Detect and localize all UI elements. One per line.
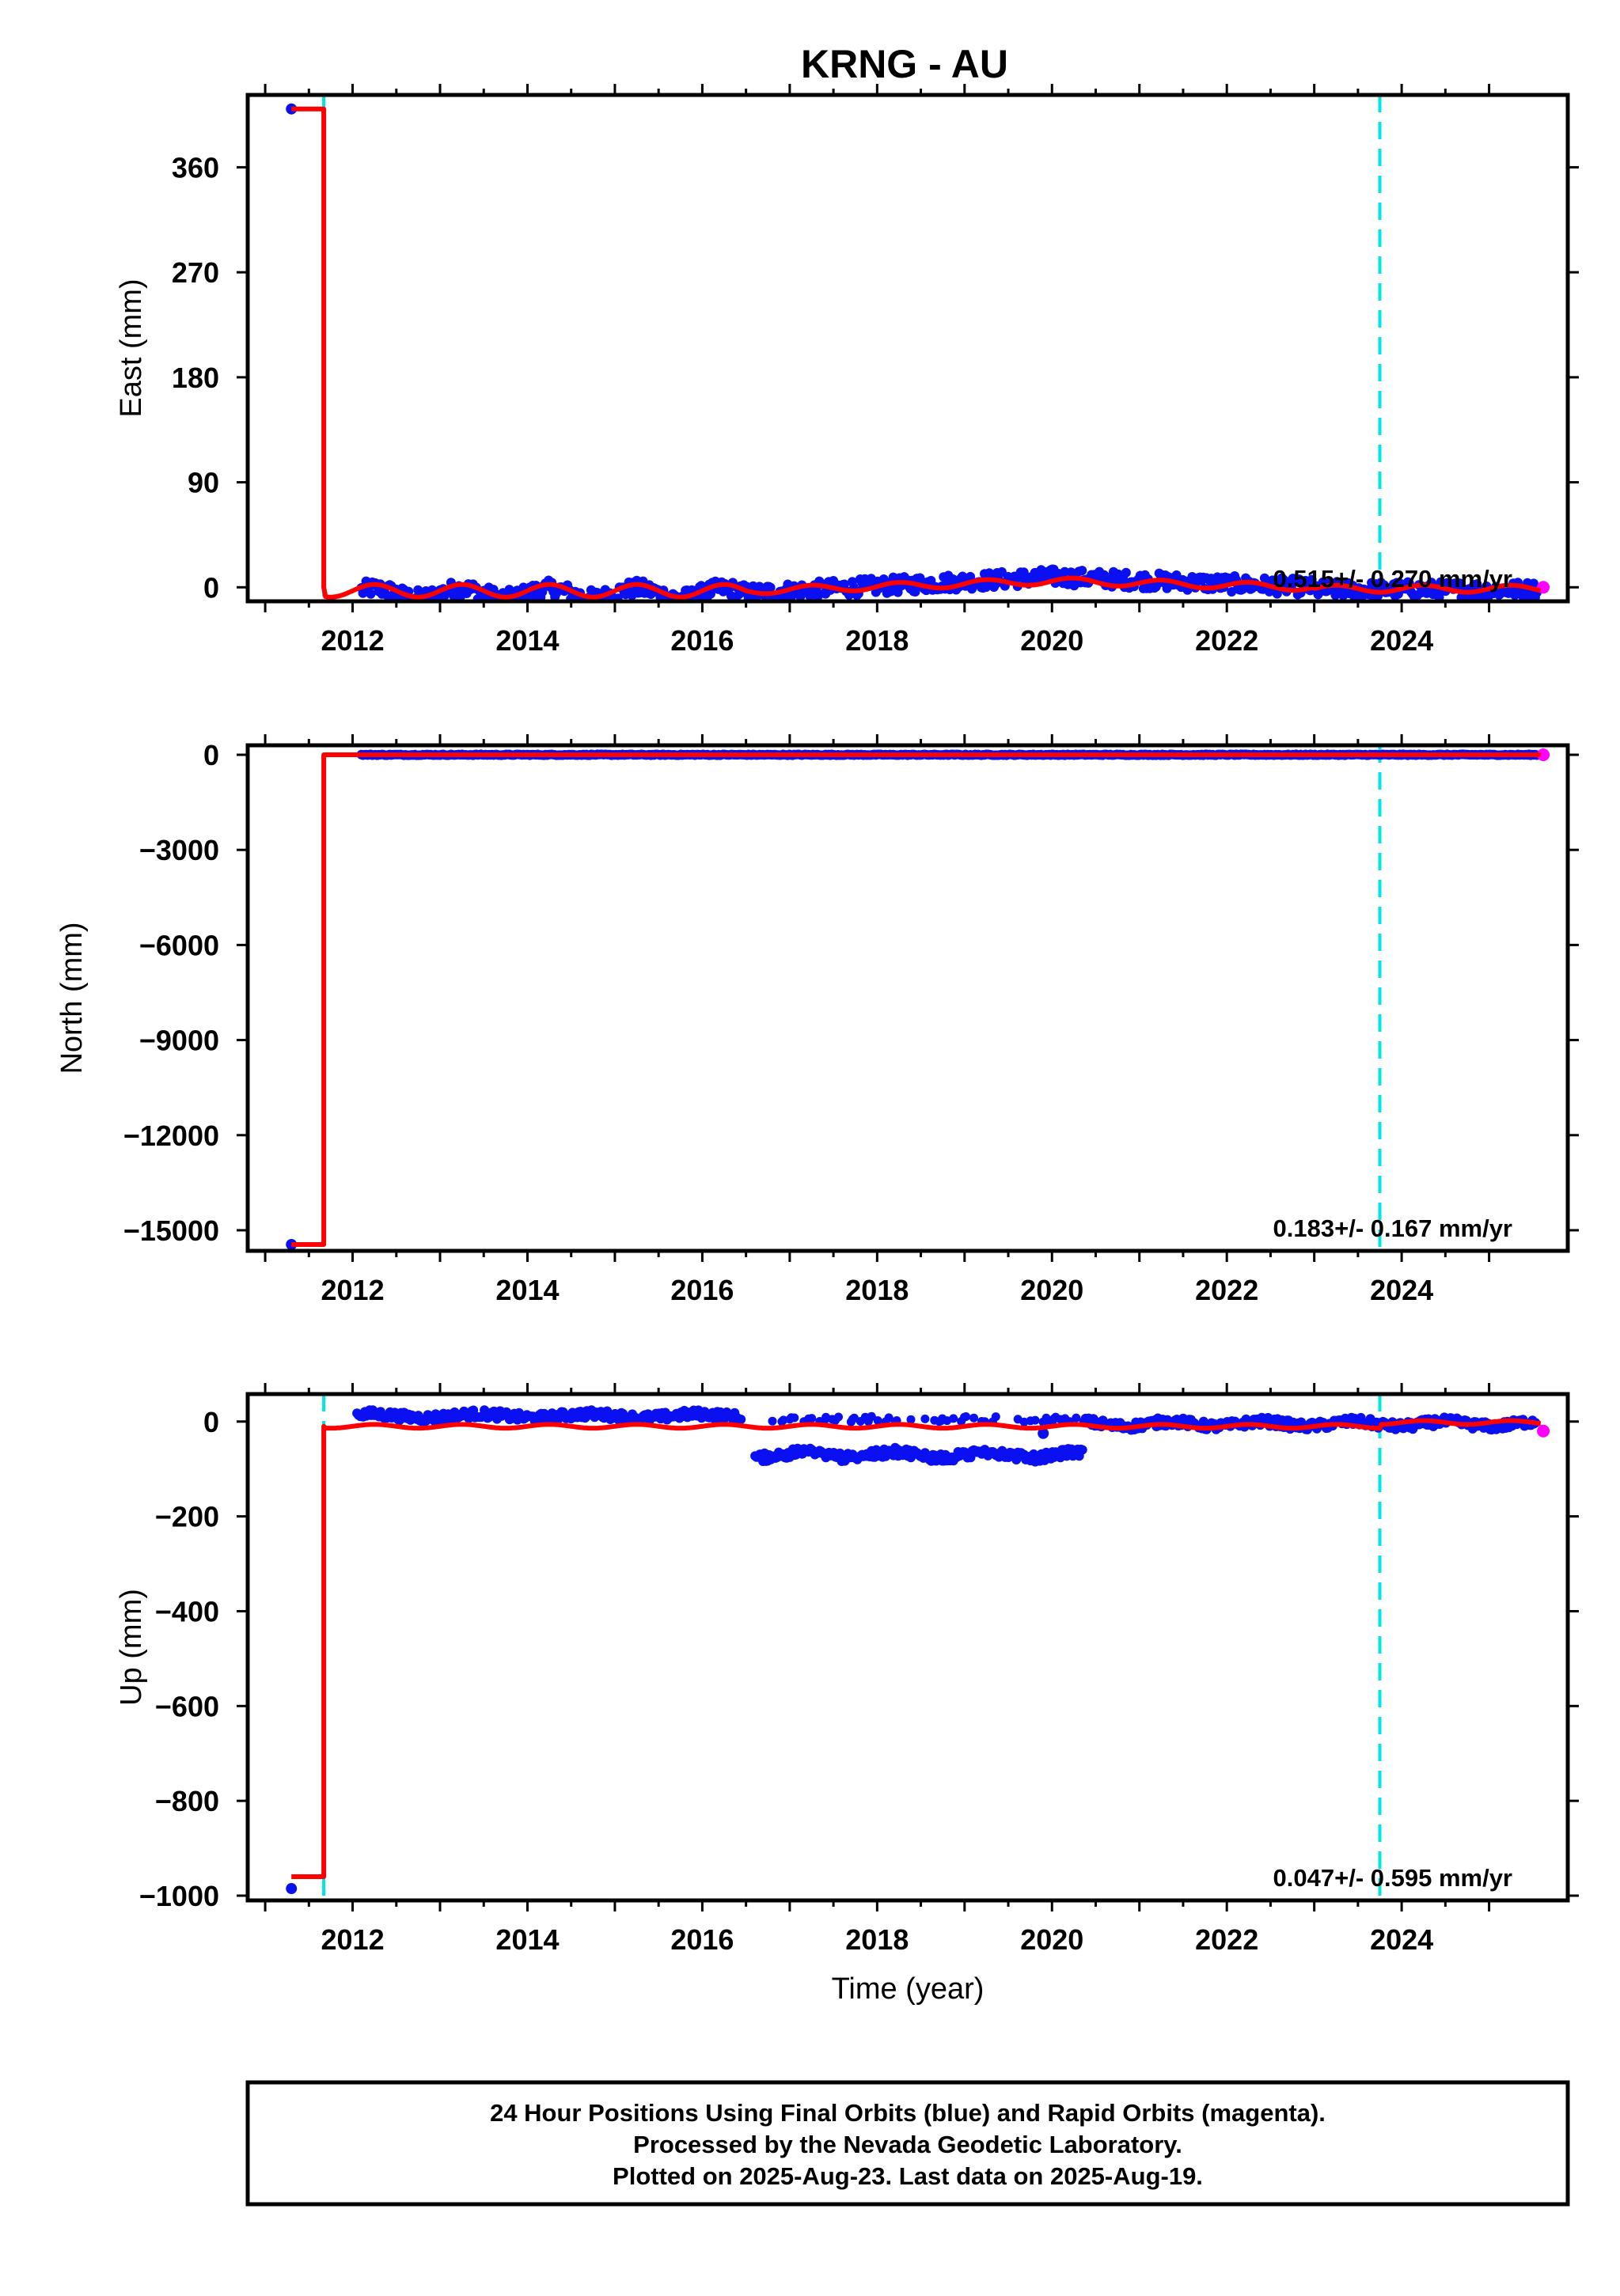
up-point <box>906 1415 916 1424</box>
up-point <box>779 1415 788 1425</box>
up-point <box>807 1414 817 1423</box>
east-x-tick-label: 2024 <box>1370 624 1433 657</box>
up-point <box>736 1415 746 1424</box>
up-point <box>1030 1415 1040 1425</box>
east-y-tick-label: 0 <box>203 571 219 604</box>
up-x-tick-label: 2024 <box>1370 1923 1433 1956</box>
footer-box: 24 Hour Positions Using Final Orbits (bl… <box>245 2080 1570 2207</box>
footer-line-2: Processed by the Nevada Geodetic Laborat… <box>633 2131 1182 2158</box>
up-y-tick-label: 0 <box>203 1406 219 1438</box>
east-point <box>1121 567 1131 578</box>
east-x-tick-label: 2022 <box>1195 624 1258 657</box>
up-y-tick-label: −1000 <box>139 1880 219 1912</box>
north-y-tick-label: −6000 <box>139 929 219 961</box>
footer-line-3: Plotted on 2025-Aug-23. Last data on 202… <box>613 2162 1203 2190</box>
north-model-line <box>291 752 1542 1247</box>
up-y-axis-label: Up (mm) <box>115 1589 148 1706</box>
up-point <box>1072 1413 1081 1423</box>
up-frame <box>245 1392 1570 1903</box>
east-plot-area <box>286 95 1550 601</box>
north-x-tick-label: 2018 <box>845 1274 909 1306</box>
up-y-tick-label: −400 <box>155 1595 219 1627</box>
north-x-tick-label: 2020 <box>1020 1274 1083 1306</box>
north-rapid-orbit-point <box>1537 748 1550 762</box>
north-y-tick-label: 0 <box>203 739 219 771</box>
north-panel: 2012 2014 2016 2018 2020 2022 2024 0 −3000 −6000 −… <box>55 734 1579 1306</box>
east-y-tick-label: 270 <box>172 256 219 289</box>
up-x-tick-label: 2022 <box>1195 1923 1258 1956</box>
up-rapid-orbit-point <box>1537 1424 1550 1438</box>
north-plot-area <box>286 745 1550 1251</box>
up-y-tick-label: −800 <box>155 1785 219 1817</box>
up-x-tick-label: 2018 <box>845 1923 909 1956</box>
footer-line-1: 24 Hour Positions Using Final Orbits (bl… <box>490 2099 1326 2127</box>
east-point <box>1528 578 1538 589</box>
up-x-tick-label: 2016 <box>670 1923 734 1956</box>
up-point <box>884 1413 893 1423</box>
north-rate-label: 0.183+/- 0.167 mm/yr <box>1273 1214 1512 1242</box>
north-y-tick-label: −15000 <box>123 1214 219 1247</box>
east-y-tick-label: 360 <box>172 151 219 184</box>
up-plot-area <box>286 1394 1550 1900</box>
east-point <box>1434 593 1444 601</box>
north-y-tick-label: −3000 <box>139 834 219 866</box>
east-point <box>1455 578 1465 589</box>
east-x-tick-label: 2016 <box>670 624 734 657</box>
east-point <box>1077 566 1087 576</box>
up-final-orbit-points <box>352 1405 1541 1467</box>
up-x-tick-label: 2014 <box>495 1923 559 1956</box>
east-point <box>805 591 815 601</box>
up-point <box>768 1416 777 1426</box>
up-y-tick-label: −600 <box>155 1690 219 1722</box>
east-y-tick-label: 180 <box>172 362 219 394</box>
east-point <box>765 582 776 593</box>
up-point <box>949 1414 958 1423</box>
footer-frame <box>245 2080 1570 2207</box>
east-model-line <box>291 106 1542 600</box>
up-point <box>991 1412 1000 1422</box>
north-y-axis-label: North (mm) <box>55 922 89 1074</box>
up-x-axis-label: Time (year) <box>832 1972 985 2006</box>
north-x-tick-label: 2024 <box>1370 1274 1433 1306</box>
east-x-tick-label: 2012 <box>321 624 385 657</box>
east-point <box>706 589 715 599</box>
up-y-tick-label: −200 <box>155 1501 219 1533</box>
up-point <box>920 1414 930 1423</box>
up-x-tick-label: 2012 <box>321 1923 385 1956</box>
up-outlier-0 <box>286 1883 298 1895</box>
up-panel: 2012 2014 2016 2018 2020 2022 2024 0 −200 −400 −60… <box>115 1383 1579 2006</box>
east-point <box>966 571 976 582</box>
east-rate-label: 0.515+/- 0.270 mm/yr <box>1273 565 1512 593</box>
up-x-tick-label: 2020 <box>1020 1923 1083 1956</box>
up-model-line <box>291 1418 1542 1879</box>
up-outlier-1 <box>1038 1427 1049 1439</box>
up-point <box>867 1411 876 1421</box>
north-y-tick-label: −12000 <box>123 1120 219 1152</box>
east-y-tick-label: 90 <box>188 467 219 499</box>
north-y-tick-label: −9000 <box>139 1025 219 1057</box>
up-point <box>790 1413 799 1423</box>
east-x-tick-label: 2014 <box>495 624 559 657</box>
chart-title: KRNG - AU <box>801 42 1008 86</box>
up-point <box>1077 1445 1087 1455</box>
east-y-axis-label: East (mm) <box>115 278 148 417</box>
north-frame <box>245 743 1570 1253</box>
up-point <box>834 1412 843 1422</box>
north-x-tick-label: 2016 <box>670 1274 734 1306</box>
up-point <box>873 1416 882 1425</box>
up-rate-label: 0.047+/- 0.595 mm/yr <box>1273 1864 1512 1892</box>
east-x-tick-label: 2020 <box>1020 624 1083 657</box>
east-frame <box>245 93 1570 604</box>
east-point <box>366 589 376 599</box>
north-x-tick-label: 2012 <box>321 1274 385 1306</box>
up-point <box>969 1413 978 1423</box>
up-point <box>962 1412 971 1421</box>
north-x-tick-label: 2014 <box>495 1274 559 1306</box>
east-x-tick-label: 2018 <box>845 624 909 657</box>
north-x-tick-label: 2022 <box>1195 1274 1258 1306</box>
east-panel: 2012 2014 2016 2018 2020 2022 2024 0 90 180 270 360… <box>115 84 1579 657</box>
